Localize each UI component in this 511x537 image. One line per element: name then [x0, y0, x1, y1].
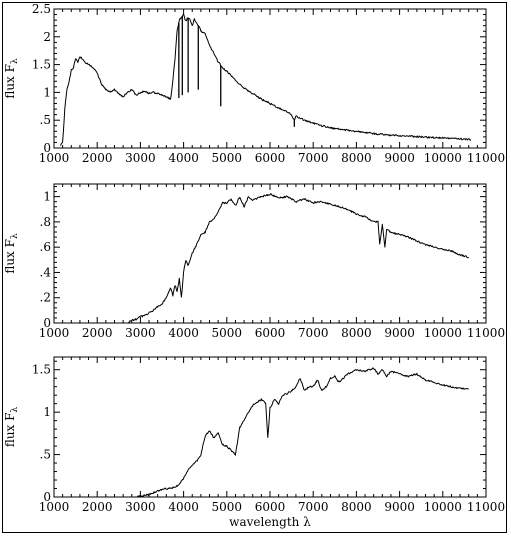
x-tick-label: 6000	[255, 326, 286, 340]
x-tick-label: 4000	[168, 151, 199, 165]
y-axis-title: flux Fλ	[3, 58, 20, 99]
x-tick-label: 7000	[298, 500, 329, 514]
plot-area-frame	[53, 356, 487, 498]
y-tick-label: 0	[43, 490, 51, 504]
y-tick-label: .6	[40, 240, 51, 254]
x-tick-label: 2000	[82, 326, 113, 340]
y-tick-label: .4	[40, 265, 52, 279]
x-tick-label: 5000	[212, 151, 243, 165]
x-tick-label: 3000	[125, 151, 156, 165]
y-tick-label: 2.5	[32, 2, 51, 16]
x-tick-label: 6000	[255, 151, 286, 165]
y-axis-title: flux Fλ	[3, 233, 20, 274]
x-tick-label: 2000	[82, 500, 113, 514]
y-tick-label: 1.5	[32, 58, 51, 72]
x-tick-label: 7000	[298, 151, 329, 165]
x-tick-label: 3000	[125, 326, 156, 340]
x-tick-label: 4000	[168, 326, 199, 340]
y-tick-label: .2	[40, 291, 51, 305]
x-tick-label: 3000	[125, 500, 156, 514]
y-tick-label: 0	[43, 316, 51, 330]
spectrum-line	[136, 367, 469, 498]
x-tick-label: 10000	[424, 500, 462, 514]
plot-area-frame	[53, 183, 487, 324]
x-tick-label: 7000	[298, 326, 329, 340]
x-tick-label: 10000	[424, 151, 462, 165]
y-tick-label: 1	[43, 190, 51, 204]
y-tick-label: 1.5	[32, 363, 51, 377]
chart-panel-3: 1000 2000 3000 4000 5000 6000 7000 8000 9000 1000…	[3, 356, 505, 529]
spectrum-line	[127, 193, 470, 324]
chart-panel-2: 1000 2000 3000 4000 5000 6000 7000 8000 9000 1000…	[3, 183, 505, 340]
x-tick-label: 8000	[341, 151, 372, 165]
y-tick-label: .5	[40, 113, 51, 127]
y-tick-label: 1	[43, 85, 51, 99]
x-tick-label: 1000	[39, 151, 70, 165]
x-tick-label: 11000	[467, 326, 505, 340]
plot-area-frame	[53, 8, 487, 149]
x-tick-label: 1000	[39, 326, 70, 340]
x-tick-label: 2000	[82, 151, 113, 165]
x-tick-label: 1000	[39, 500, 70, 514]
x-axis-title: wavelength λ	[229, 515, 311, 529]
x-tick-label: 8000	[341, 500, 372, 514]
y-tick-label: .8	[40, 215, 51, 229]
y-tick-label: 1	[43, 405, 51, 419]
x-tick-label: 8000	[341, 326, 372, 340]
figure-frame	[2, 2, 507, 533]
y-tick-label: 2	[43, 30, 51, 44]
x-tick-label: 11000	[467, 500, 505, 514]
x-tick-label: 10000	[424, 326, 462, 340]
x-tick-label: 6000	[255, 500, 286, 514]
x-tick-label: 9000	[384, 326, 415, 340]
x-tick-label: 5000	[212, 326, 243, 340]
y-tick-label: .5	[40, 448, 51, 462]
x-tick-label: 5000	[212, 500, 243, 514]
x-tick-label: 11000	[467, 151, 505, 165]
y-axis-title: flux Fλ	[3, 407, 20, 448]
x-tick-label: 9000	[384, 500, 415, 514]
x-tick-label: 4000	[168, 500, 199, 514]
spectrum-line	[60, 13, 472, 146]
chart-panel-1: 1000 2000 3000 4000 5000 6000 7000 8000 9000 1000…	[3, 2, 505, 165]
y-tick-label: 0	[43, 141, 51, 155]
x-tick-label: 9000	[384, 151, 415, 165]
